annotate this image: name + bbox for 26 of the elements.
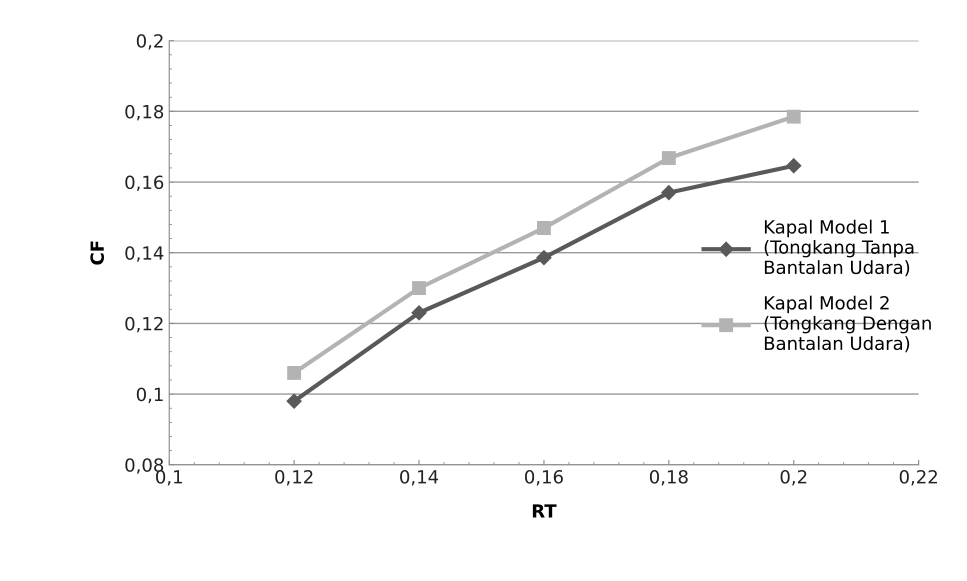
x-tick-label: 0,18 — [650, 470, 688, 486]
legend-label: Kapal Model 1 (Tongkang Tanpa Bantalan Udara) — [764, 220, 914, 276]
point — [661, 185, 676, 200]
x-axis-title: RT — [532, 504, 557, 518]
point — [536, 221, 551, 235]
point — [662, 151, 676, 165]
x-tick-label: 0,22 — [900, 470, 937, 486]
point — [286, 394, 302, 409]
x-tick-label: 0,16 — [525, 470, 563, 486]
y-tick-label: 0,1 — [136, 388, 163, 404]
y-axis-title: CF — [90, 241, 104, 265]
legend-label: Kapal Model 2 (Tongkang Dengan Bantalan Udara) — [764, 296, 931, 352]
y-tick-label: 0,2 — [136, 34, 163, 50]
y-tick-label: 0,16 — [125, 176, 164, 192]
point — [412, 281, 426, 296]
point — [786, 158, 802, 174]
point — [536, 250, 552, 266]
x-tick-label: 0,14 — [400, 470, 438, 486]
x-tick-label: 0,2 — [780, 470, 806, 486]
y-tick-label: 0,14 — [125, 246, 164, 262]
x-tick-label: 0,12 — [275, 470, 312, 486]
y-tick-label: 0,18 — [125, 104, 164, 120]
y-tick-label: 0,12 — [125, 316, 163, 332]
point — [287, 366, 302, 380]
point — [786, 110, 801, 124]
point — [411, 305, 427, 320]
